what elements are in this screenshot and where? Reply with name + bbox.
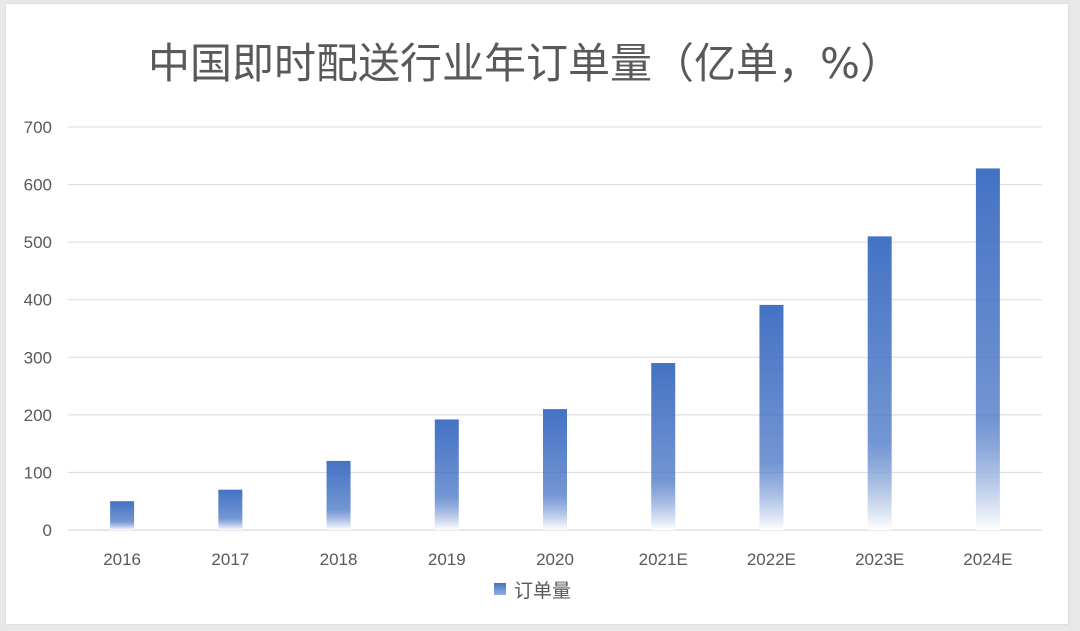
y-tick-label: 500 — [24, 233, 52, 252]
y-tick-label: 100 — [24, 463, 52, 482]
y-axis: 0 100 200 300 400 500 600 700 — [24, 118, 52, 540]
bar-2020 — [543, 409, 567, 530]
bar-2024E — [975, 168, 1000, 531]
y-tick-label: 600 — [24, 176, 52, 195]
y-tick-label: 0 — [43, 521, 52, 540]
chart-title: 中国即时配送行业年订单量（亿单，%） — [148, 39, 902, 88]
y-tick-label: 700 — [24, 118, 52, 137]
x-tick-label: 2018 — [320, 550, 358, 569]
bar-2018 — [326, 460, 351, 530]
legend-label: 订单量 — [514, 580, 571, 602]
legend-swatch — [494, 583, 506, 595]
x-tick-label: 2020 — [536, 550, 574, 569]
bar-2022E — [759, 304, 784, 530]
x-tick-label: 2021E — [639, 550, 688, 569]
legend: 订单量 — [494, 580, 571, 602]
bar-2017 — [218, 489, 243, 530]
x-tick-label: 2024E — [963, 550, 1012, 569]
bar-2023E — [867, 236, 892, 530]
y-tick-label: 400 — [24, 291, 52, 310]
y-tick-label: 200 — [24, 406, 52, 425]
x-tick-label: 2019 — [428, 550, 466, 569]
x-tick-label: 2017 — [211, 550, 249, 569]
x-tick-label: 2016 — [103, 550, 141, 569]
x-axis: 2016 2017 2018 2019 2020 2021E 2022E 2023E 2024E — [103, 550, 1012, 569]
x-tick-label: 2023E — [855, 550, 904, 569]
bar-2019 — [434, 419, 459, 530]
bar-2016 — [110, 501, 135, 530]
y-tick-label: 300 — [24, 348, 52, 367]
bar-2021E — [651, 363, 676, 530]
x-tick-label: 2022E — [747, 550, 796, 569]
bars — [110, 168, 1000, 531]
